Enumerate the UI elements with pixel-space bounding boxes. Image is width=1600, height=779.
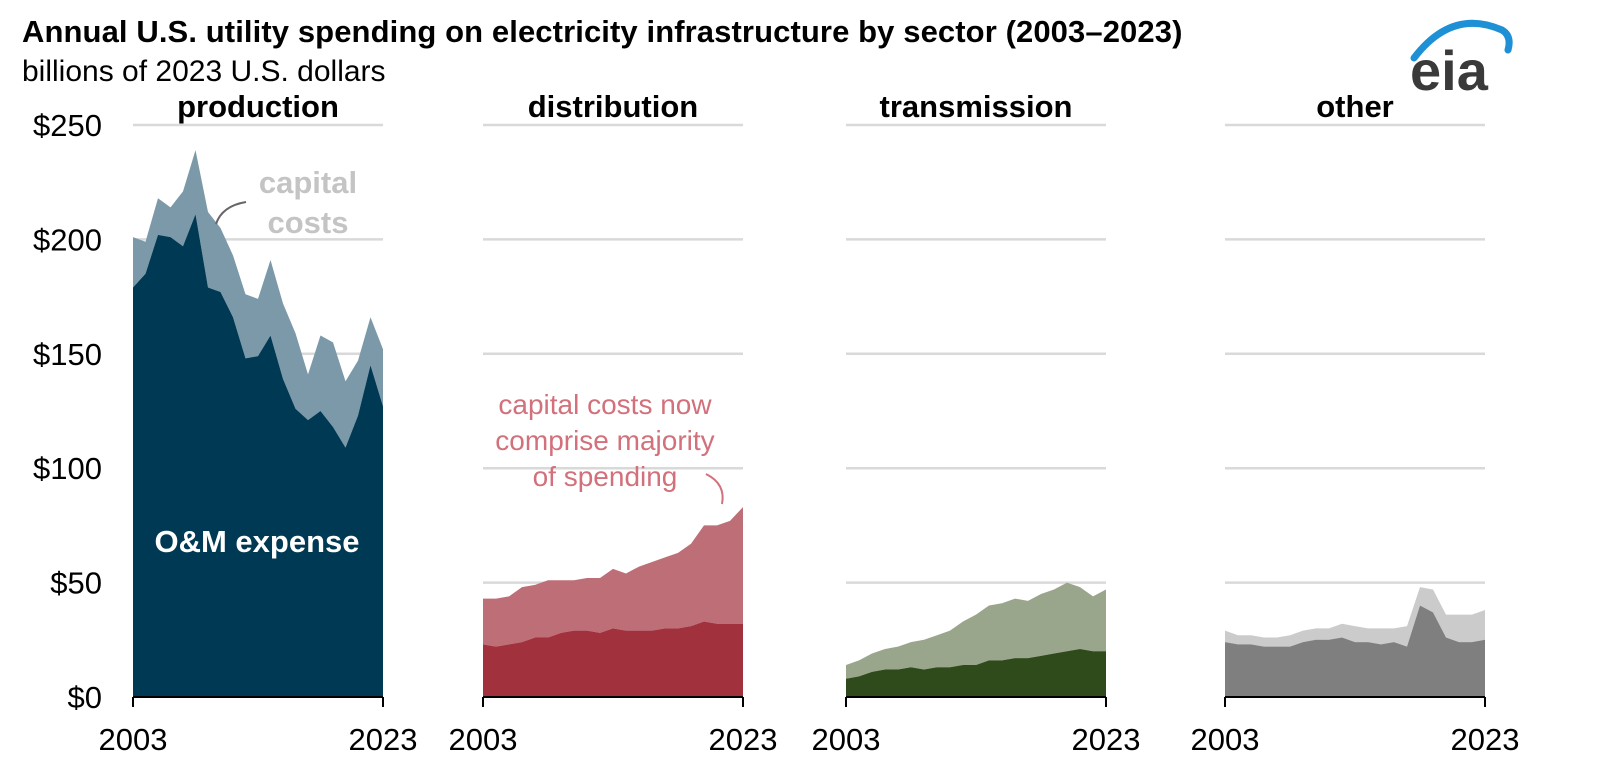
annotation-capital-costs: capital: [259, 165, 357, 200]
logo-text: eia: [1410, 39, 1489, 102]
y-tick-label: $150: [33, 337, 102, 372]
panel-title-distribution: distribution: [528, 89, 698, 124]
y-tick-label: $100: [33, 451, 102, 486]
y-tick-label: $0: [68, 680, 102, 715]
capital-costs-area: [1225, 587, 1485, 647]
x-tick-label: 2003: [449, 722, 518, 757]
om-expense-area: [1225, 605, 1485, 697]
om-expense-area: [846, 648, 1106, 697]
y-tick-label: $200: [33, 222, 102, 257]
x-tick-label: 2003: [99, 722, 168, 757]
x-tick-label: 2023: [1072, 722, 1141, 757]
x-tick-label: 2003: [812, 722, 881, 757]
annotation-om-expense: O&M expense: [154, 524, 359, 559]
y-tick-label: $50: [50, 566, 102, 601]
logo-arc: [1410, 19, 1513, 62]
capital-costs-area: [483, 507, 743, 647]
x-tick-label: 2003: [1191, 722, 1260, 757]
chart-title: Annual U.S. utility spending on electric…: [22, 14, 1183, 49]
eia-logo: eia: [1410, 19, 1513, 102]
chart-subtitle: billions of 2023 U.S. dollars: [22, 55, 386, 88]
x-tick-label: 2023: [349, 722, 418, 757]
annotation-leader-line: [215, 201, 247, 225]
capital-costs-area: [846, 582, 1106, 679]
om-expense-area: [483, 621, 743, 697]
capital-costs-area: [133, 150, 383, 448]
panel-title-production: production: [177, 89, 339, 124]
annotation-distribution: comprise majority: [495, 425, 714, 456]
annotation-distribution: capital costs now: [498, 389, 712, 420]
y-tick-label: $250: [33, 108, 102, 143]
x-tick-label: 2023: [1451, 722, 1520, 757]
x-tick-label: 2023: [709, 722, 778, 757]
om-expense-area: [133, 214, 383, 697]
annotation-distribution: of spending: [533, 461, 678, 492]
panel-title-other: other: [1316, 89, 1394, 124]
panel-title-transmission: transmission: [880, 89, 1073, 124]
annotation-leader-line: [705, 473, 724, 505]
annotation-capital-costs: costs: [268, 205, 349, 240]
